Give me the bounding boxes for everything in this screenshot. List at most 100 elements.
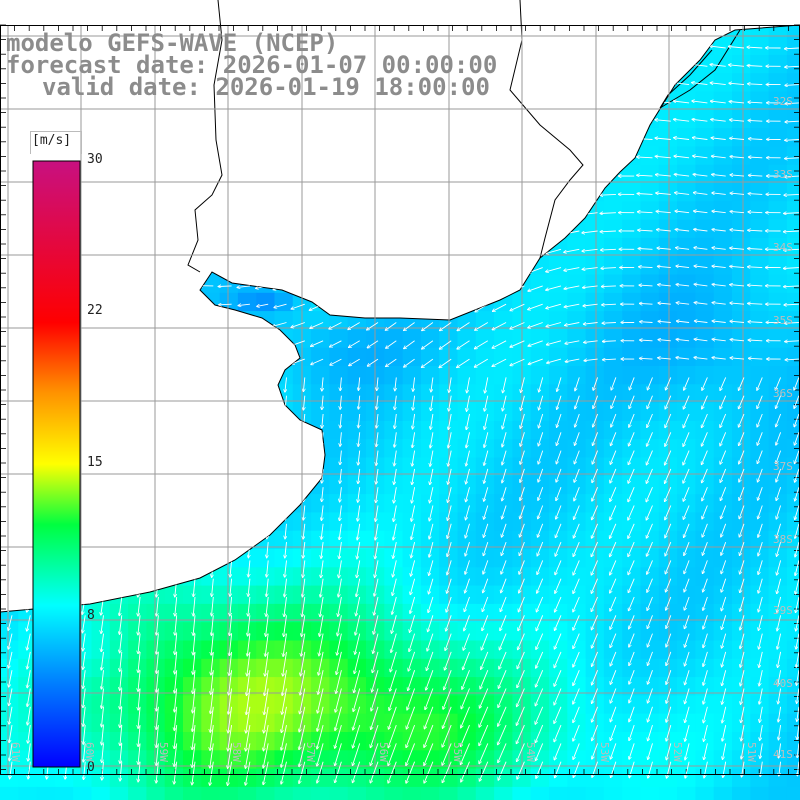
field-cell bbox=[256, 164, 276, 184]
field-cell bbox=[695, 329, 715, 349]
field-cell bbox=[311, 402, 330, 422]
field-cell bbox=[237, 384, 257, 404]
wind-arrow bbox=[235, 157, 250, 160]
field-cell bbox=[457, 695, 477, 715]
wind-arrow bbox=[106, 229, 122, 232]
field-cell bbox=[530, 237, 550, 257]
wind-arrow bbox=[180, 230, 196, 231]
field-cell bbox=[658, 183, 678, 202]
field-cell bbox=[109, 128, 129, 147]
field-cell bbox=[603, 219, 623, 239]
field-cell bbox=[146, 128, 166, 147]
field-cell bbox=[183, 713, 202, 733]
field-cell bbox=[677, 457, 696, 477]
field-cell bbox=[475, 732, 495, 751]
field-cell bbox=[347, 512, 367, 532]
field-cell bbox=[219, 475, 239, 495]
field-cell bbox=[530, 164, 550, 184]
field-cell bbox=[603, 146, 623, 166]
field-cell bbox=[677, 402, 696, 422]
field-cell bbox=[91, 567, 111, 587]
field-cell bbox=[732, 603, 751, 623]
field-cell bbox=[128, 768, 147, 788]
field-cell bbox=[0, 201, 19, 221]
wind-arrow bbox=[143, 138, 159, 140]
field-cell bbox=[732, 494, 751, 513]
field-cell bbox=[237, 786, 257, 800]
wind-arrow bbox=[180, 212, 196, 213]
field-cell bbox=[732, 201, 751, 221]
field-cell bbox=[311, 420, 330, 440]
field-cell bbox=[402, 237, 422, 257]
wind-arrow bbox=[124, 211, 141, 214]
field-cell bbox=[458, 0, 477, 19]
wind-arrow bbox=[125, 192, 141, 195]
wind-arrow bbox=[71, 120, 86, 121]
field-cell bbox=[219, 201, 239, 221]
field-cell bbox=[329, 677, 349, 696]
field-cell bbox=[585, 54, 605, 74]
wind-arrow bbox=[476, 267, 489, 275]
wind-arrow bbox=[235, 340, 250, 343]
field-cell bbox=[146, 0, 165, 19]
wind-arrow bbox=[674, 64, 690, 67]
wind-arrow bbox=[230, 432, 233, 448]
field-cell bbox=[603, 640, 623, 660]
field-cell bbox=[585, 512, 605, 532]
field-cell bbox=[585, 786, 605, 800]
field-cell bbox=[91, 475, 111, 495]
field-cell bbox=[475, 494, 495, 513]
field-cell bbox=[549, 786, 568, 800]
wind-arrow bbox=[458, 194, 470, 202]
field-cell bbox=[585, 201, 605, 221]
field-cell bbox=[585, 603, 605, 623]
wind-arrow bbox=[365, 248, 379, 257]
field-cell bbox=[475, 475, 495, 495]
field-cell bbox=[732, 0, 751, 19]
field-cell bbox=[475, 201, 495, 221]
field-cell bbox=[530, 713, 550, 733]
field-cell bbox=[183, 402, 202, 422]
field-cell bbox=[713, 164, 733, 184]
field-cell bbox=[658, 219, 678, 239]
wind-arrow bbox=[27, 560, 31, 574]
field-cell bbox=[164, 237, 184, 257]
field-cell bbox=[347, 292, 367, 312]
field-cell bbox=[530, 420, 550, 440]
field-cell bbox=[732, 457, 751, 477]
field-cell bbox=[274, 329, 294, 349]
field-cell bbox=[146, 256, 166, 276]
field-cell bbox=[750, 329, 770, 349]
field-cell bbox=[109, 366, 129, 385]
wind-arrow bbox=[285, 413, 287, 429]
wind-arrow bbox=[106, 248, 122, 250]
field-cell bbox=[128, 201, 147, 221]
wind-arrow bbox=[420, 157, 434, 167]
field-cell bbox=[786, 146, 800, 166]
field-cell bbox=[347, 109, 367, 129]
field-cell bbox=[329, 128, 349, 147]
field-cell bbox=[732, 109, 751, 129]
wind-arrow bbox=[175, 542, 178, 559]
field-cell bbox=[146, 164, 166, 184]
field-cell bbox=[677, 603, 696, 623]
wind-arrow bbox=[126, 357, 141, 360]
wind-arrow bbox=[175, 505, 178, 522]
field-cell bbox=[146, 146, 166, 166]
wind-arrow bbox=[106, 266, 122, 269]
wind-arrow bbox=[0, 322, 13, 326]
field-cell bbox=[732, 256, 751, 276]
field-cell bbox=[329, 366, 349, 385]
field-cell bbox=[219, 384, 239, 404]
field-cell bbox=[201, 201, 221, 221]
wind-arrow bbox=[179, 102, 196, 103]
wind-arrow bbox=[729, 83, 745, 84]
field-cell bbox=[128, 219, 147, 239]
field-cell bbox=[329, 201, 349, 221]
wind-arrow bbox=[217, 359, 232, 360]
field-cell bbox=[237, 347, 257, 367]
field-cell bbox=[201, 237, 221, 257]
field-cell bbox=[640, 146, 660, 166]
field-cell bbox=[36, 768, 56, 788]
lon-label: 58W bbox=[230, 742, 243, 762]
